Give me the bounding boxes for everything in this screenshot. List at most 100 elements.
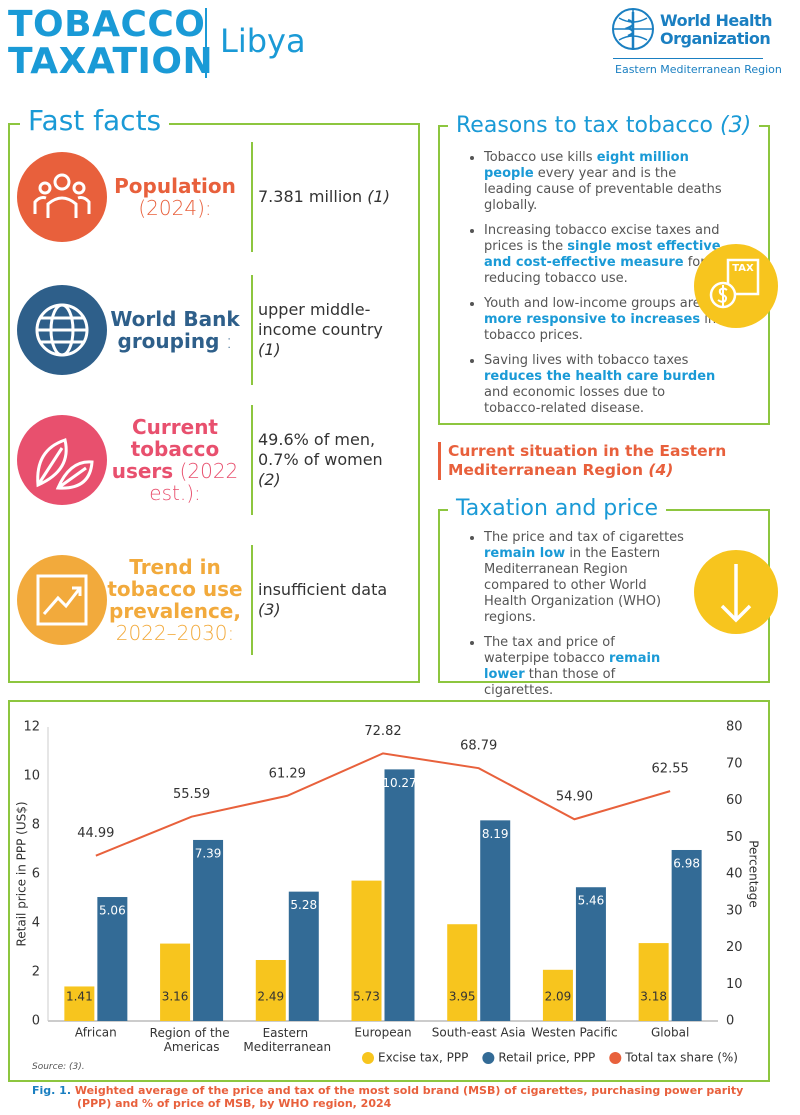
fact-value-text: upper middle-income country (258, 300, 383, 339)
y-tick-label: 6 (32, 867, 40, 882)
bar (288, 891, 319, 1021)
fact-value-text: 7.381 million (258, 187, 363, 206)
fact-value-text: insufficient data (258, 580, 388, 599)
bar-label: 5.06 (99, 904, 126, 918)
x-tick-label: South-east Asia (432, 1026, 526, 1040)
legend-label: Excise tax, PPP (378, 1051, 468, 1065)
tax-doc (726, 258, 760, 296)
chart-box (8, 700, 770, 1082)
fast-facts-icons (17, 152, 107, 645)
bar (575, 887, 606, 1021)
bullet-text: Saving lives with tobacco taxes (484, 353, 689, 368)
org: World Health Organization (660, 11, 773, 48)
fact-value-text: 49.6% of men, 0.7% of women (258, 430, 383, 469)
bar (671, 849, 702, 1021)
fact-divider (251, 405, 253, 515)
fact-value: 7.381 million (1) (258, 187, 408, 207)
bar-label: 1.41 (66, 990, 93, 1004)
bullet: Youth and low-income groups are more res… (484, 296, 724, 344)
line-label: 68.79 (460, 739, 497, 754)
bullet: Saving lives with tobacco taxes reduces … (484, 353, 724, 417)
x-tick-label: Region of the Americas (150, 1026, 234, 1054)
bar (384, 769, 415, 1021)
bar-label: 5.28 (290, 898, 317, 912)
bar-label: 2.49 (257, 990, 284, 1004)
bar-label: 3.18 (640, 990, 667, 1004)
line-label: 72.82 (364, 724, 401, 739)
org-line: Organization (660, 29, 771, 48)
bar (160, 943, 191, 1021)
legend-marker (362, 1052, 374, 1064)
reasons-list: Tobacco use kills eight million people e… (462, 150, 724, 426)
y-axis-title: Retail price in PPP (US$) (15, 801, 29, 946)
highlight: remain lower (484, 651, 661, 682)
taxation-list: The price and tax of cigarettes remain l… (462, 530, 684, 708)
fact-label: World Bank grouping : (102, 308, 248, 352)
highlight: single most effective and cost-effective… (484, 239, 721, 270)
x-tick-label: Westen Pacific (531, 1026, 617, 1040)
bar (480, 820, 511, 1021)
y2-tick-label: 50 (726, 830, 743, 845)
line-label: 44.99 (77, 826, 114, 841)
bar-label: 3.95 (449, 990, 476, 1004)
fact-label-qualifier: (2022 est.): (149, 459, 239, 505)
arrow (720, 564, 752, 623)
bullet: Tobacco use kills eight million people e… (484, 150, 724, 214)
y2-tick-label: 60 (726, 793, 743, 808)
line-label: 61.29 (269, 766, 306, 781)
fact-divider (251, 142, 253, 252)
globe-glyph (35, 303, 89, 357)
situation: Current situation in the Eastern Mediter… (448, 442, 738, 480)
bar (193, 839, 224, 1021)
bullet-text: in tobacco prices. (484, 312, 717, 343)
org-line: World Health (660, 11, 773, 30)
header-divider (205, 8, 207, 78)
legend-label: Retail price, PPP (498, 1051, 595, 1065)
y-tick-label: 4 (32, 916, 40, 931)
country: Libya (220, 22, 306, 60)
people-glyph (33, 173, 91, 218)
bullet-text: Tobacco use kills (484, 150, 597, 165)
legend-marker (609, 1052, 622, 1064)
fact-label-qualifier: : (225, 329, 233, 353)
rule (613, 58, 763, 59)
fact-value: insufficient data (3) (258, 580, 408, 620)
y2-tick-label: 0 (726, 1014, 734, 1029)
bullet-text: and economic losses due to tobacco-relat… (484, 385, 666, 416)
bar-label: 3.16 (162, 990, 189, 1004)
y-tick-label: 12 (23, 720, 40, 735)
fast-facts-title: Fast facts (20, 104, 170, 137)
bar (351, 880, 382, 1021)
caption-label: Fig. 1. (32, 1084, 71, 1097)
situation-bar (438, 442, 441, 480)
line-label: 55.59 (173, 787, 210, 802)
bar (255, 959, 286, 1021)
y2-tick-label: 30 (726, 903, 743, 918)
y-tick-label: 8 (32, 818, 40, 833)
bar-label: 5.46 (578, 894, 605, 908)
tax-circle (694, 244, 778, 328)
reasons-ref: (3) (720, 113, 752, 138)
y2-tick-label: 20 (726, 940, 743, 955)
y-tick-label: 10 (23, 769, 40, 784)
source: Source: (3). (32, 1062, 85, 1072)
x-tick-label: African (75, 1026, 117, 1040)
bar (638, 943, 669, 1021)
caption-rule (8, 1080, 766, 1081)
bar-label: 10.27 (382, 776, 416, 790)
bar-label: 8.19 (482, 827, 509, 841)
taxation-title: Taxation and price (448, 496, 667, 521)
bullet-text: Increasing tobacco excise taxes and pric… (484, 223, 720, 254)
caption-text: Weighted average of the price and tax of… (74, 1084, 744, 1110)
fact-label: Trend in tobacco use prevalence, 2022–20… (102, 556, 248, 644)
y2-tick-label: 70 (726, 756, 743, 771)
bar-label: 2.09 (545, 990, 572, 1004)
reasons-title-text: Reasons to tax tobacco (456, 113, 714, 138)
fact-label-qualifier: 2022–2030: (115, 621, 235, 645)
line (95, 752, 671, 857)
title-line: TAXATION (8, 41, 214, 82)
arrow-icon (694, 550, 778, 634)
highlight: remain low (484, 546, 566, 561)
tax-label: TAX (732, 263, 754, 274)
